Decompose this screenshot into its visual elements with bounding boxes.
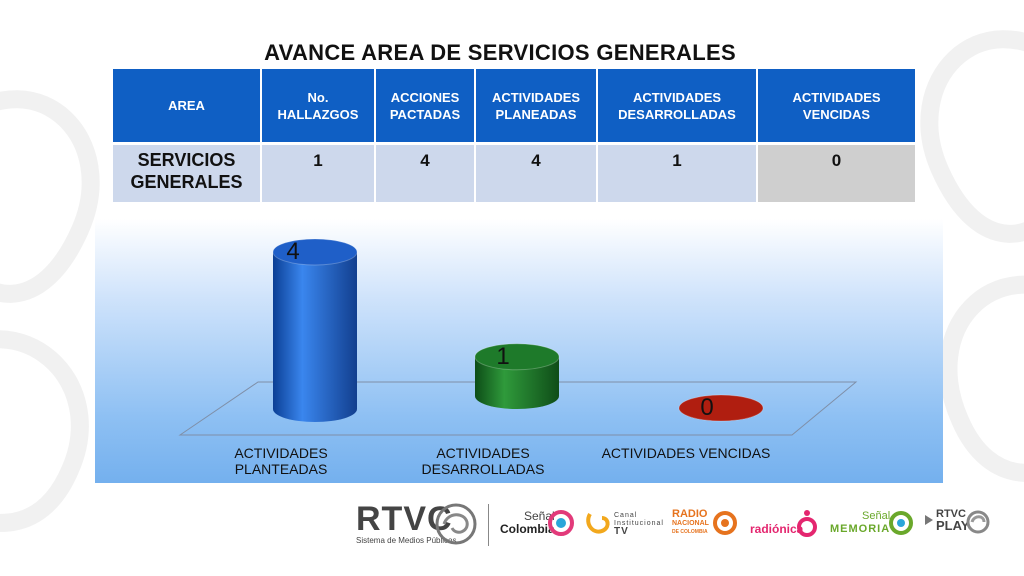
- chart-canvas: 4 1 0: [178, 238, 858, 436]
- header-acciones-pactadas: ACCIONES PACTADAS: [375, 69, 476, 145]
- cell-actividades-planeadas: 4: [475, 143, 598, 202]
- table-row: SERVICIOS GENERALES 1 4 4 1 0: [113, 143, 917, 202]
- bar-body-2: [475, 356, 559, 409]
- rtvc-swirl-icon: [435, 503, 477, 545]
- senal-colombia-logo: Señal Colombia: [500, 509, 555, 536]
- cell-area: SERVICIOS GENERALES: [113, 143, 262, 202]
- header-area: AREA: [113, 69, 262, 145]
- senal-memoria-logo: Señal MEMORIA: [830, 510, 891, 535]
- cell-acciones-pactadas: 4: [375, 143, 476, 202]
- cell-actividades-vencidas: 0: [757, 143, 917, 202]
- summary-table: AREA No. HALLAZGOS ACCIONES PACTADAS ACTIV…: [113, 69, 917, 202]
- logo-bar: RTVC Sistema de Medios Públicos Señal Co…: [340, 496, 1000, 556]
- header-hallazgos: No. HALLAZGOS: [261, 69, 376, 145]
- header-actividades-vencidas: ACTIVIDADES VENCIDAS: [757, 69, 917, 145]
- table-header-row: AREA No. HALLAZGOS ACCIONES PACTADAS ACTIV…: [113, 69, 917, 145]
- senal-colombia-icon: [548, 510, 574, 536]
- radionica-logo: radiónica: [750, 522, 804, 536]
- header-actividades-desarrolladas: ACTIVIDADES DESARROLLADAS: [597, 69, 758, 145]
- bar-3: 0: [678, 394, 764, 422]
- play-triangle-icon: [925, 515, 933, 525]
- chart-floor: [178, 381, 858, 436]
- bar-top-1: [272, 238, 358, 266]
- data-label-2: 1: [496, 343, 509, 370]
- radionica-icon: [797, 510, 817, 537]
- canal-institucional-logo: Canal Institucional TV: [614, 512, 664, 537]
- bar-top-3: [678, 394, 764, 422]
- rtvc-play-icon: [966, 510, 990, 534]
- category-label-1: ACTIVIDADES PLANTEADAS: [234, 445, 328, 477]
- bar-body-1: [273, 252, 357, 422]
- senal-memoria-icon: [889, 511, 913, 535]
- bar-chart: 4 1 0 ACTIVIDADES PLANTEADAS ACTIVIDADES DESA…: [95, 219, 943, 483]
- data-label-3: 0: [700, 394, 713, 421]
- canal-institucional-icon: [586, 512, 610, 534]
- bar-2: 1: [474, 343, 560, 409]
- header-actividades-planeadas: ACTIVIDADES PLANEADAS: [475, 69, 598, 145]
- page-title: AVANCE AREA DE SERVICIOS GENERALES: [264, 40, 736, 65]
- data-label-1: 4: [286, 238, 299, 265]
- logo-divider: [488, 504, 489, 546]
- category-label-2: ACTIVIDADES DESARROLLADAS: [421, 445, 545, 477]
- rtvc-play-logo: RTVC PLAY: [936, 508, 970, 533]
- radio-nacional-icon: [713, 511, 737, 535]
- radio-nacional-logo: RADIO NACIONAL DE COLOMBIA: [672, 508, 709, 536]
- category-label-3: ACTIVIDADES VENCIDAS: [601, 445, 771, 461]
- cell-hallazgos: 1: [261, 143, 376, 202]
- cell-actividades-desarrolladas: 1: [597, 143, 758, 202]
- bar-1: 4: [272, 238, 358, 422]
- bar-top-2: [474, 343, 560, 371]
- rtvc-logo: RTVC Sistema de Medios Públicos: [356, 500, 457, 545]
